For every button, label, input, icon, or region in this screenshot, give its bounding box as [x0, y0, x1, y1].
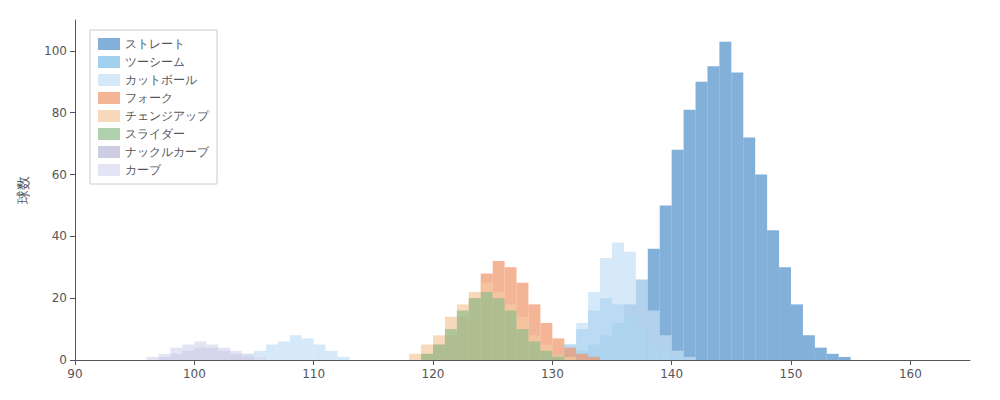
svg-text:ナックルカーブ: ナックルカーブ — [125, 145, 210, 159]
svg-text:チェンジアップ: チェンジアップ — [125, 109, 210, 123]
svg-text:60: 60 — [52, 168, 67, 182]
svg-text:球数: 球数 — [15, 176, 31, 204]
svg-text:160: 160 — [899, 367, 922, 381]
svg-text:140: 140 — [660, 367, 683, 381]
svg-text:20: 20 — [52, 291, 67, 305]
svg-text:80: 80 — [52, 106, 67, 120]
svg-text:40: 40 — [52, 229, 67, 243]
svg-text:130: 130 — [541, 367, 564, 381]
svg-text:110: 110 — [302, 367, 325, 381]
svg-text:100: 100 — [183, 367, 206, 381]
svg-text:150: 150 — [780, 367, 803, 381]
svg-text:0: 0 — [59, 353, 67, 367]
svg-text:ストレート: ストレート — [125, 37, 185, 51]
svg-text:スライダー: スライダー — [125, 127, 185, 141]
svg-text:90: 90 — [67, 367, 82, 381]
svg-text:フォーク: フォーク — [125, 91, 173, 105]
svg-text:ツーシーム: ツーシーム — [125, 55, 185, 69]
svg-text:120: 120 — [422, 367, 445, 381]
svg-text:カーブ: カーブ — [125, 163, 162, 177]
svg-text:カットボール: カットボール — [125, 73, 197, 87]
svg-text:100: 100 — [44, 44, 67, 58]
